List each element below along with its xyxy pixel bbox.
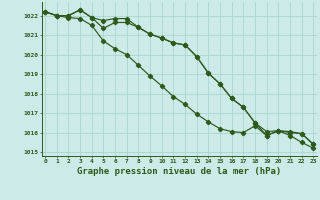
X-axis label: Graphe pression niveau de la mer (hPa): Graphe pression niveau de la mer (hPa) bbox=[77, 167, 281, 176]
